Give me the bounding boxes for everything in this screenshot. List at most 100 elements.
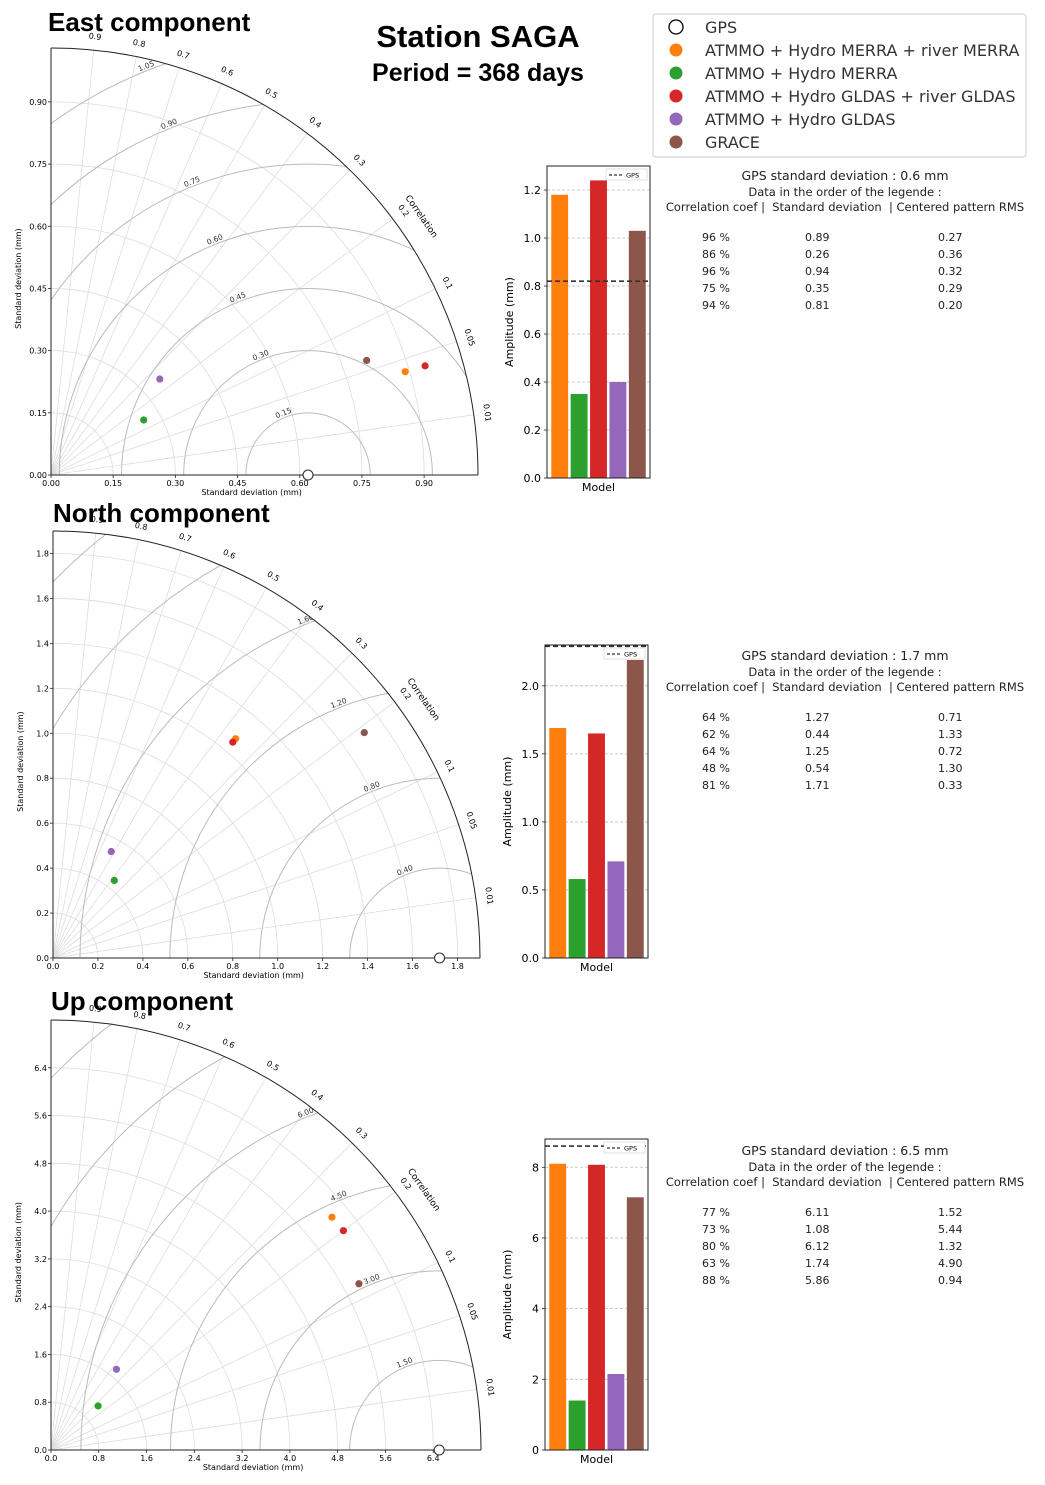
x-tick-label: 0.8 — [226, 962, 239, 971]
x-tick-label: 0.30 — [166, 479, 184, 488]
x-tick-label: 1.4 — [361, 962, 374, 971]
order-text: Data in the order of the legende : — [748, 1160, 942, 1174]
corr-tick-label: 0.01 — [481, 403, 492, 422]
amplitude-bar — [549, 728, 567, 958]
stats-std: 6.12 — [805, 1240, 830, 1253]
amplitude-bar — [588, 733, 605, 958]
rms-label: 2.00 — [263, 529, 282, 544]
bar-y-tick-label: 0.5 — [522, 884, 540, 897]
x-tick-label: 0.60 — [291, 479, 309, 488]
std-grid-arc — [52, 912, 99, 959]
taylor-point — [156, 375, 164, 383]
x-tick-label: 0.8 — [92, 1454, 105, 1463]
amplitude-bar — [568, 1400, 586, 1450]
std-grid-arc — [50, 101, 425, 476]
stats-table: 64 % 1.27 0.71 62 % 0.44 1.33 64 % 1.25 0.72 48 %… — [655, 711, 1035, 796]
stats-corr: 80 % — [702, 1240, 730, 1253]
corr-grid-line — [52, 588, 267, 959]
amplitude-bar — [570, 394, 588, 478]
bar-y-tick-label: 2.0 — [522, 680, 540, 693]
stats-row: 62 % 0.44 1.33 — [655, 728, 1035, 745]
stats-row: 81 % 1.71 0.33 — [655, 779, 1035, 796]
y-tick-label: 0.00 — [29, 471, 47, 480]
x-axis-label: Standard deviation (mm) — [203, 1463, 304, 1472]
x-tick-label: 0.00 — [42, 479, 60, 488]
std-grid-arc — [52, 822, 189, 959]
x-tick-label: 0.75 — [353, 479, 371, 488]
bar-legend — [605, 168, 648, 181]
corr-grid-line — [50, 1022, 95, 1451]
x-tick-label: 0.15 — [104, 479, 122, 488]
y-tick-label: 0.60 — [29, 222, 47, 231]
taylor-point — [363, 356, 371, 365]
gps-std-text: GPS standard deviation : 1.7 mm — [741, 648, 949, 663]
bar-legend — [603, 647, 646, 660]
legend: GPS ATMMO + Hydro MERRA + river MERRA ATMM… — [652, 13, 1027, 158]
corr-grid-line — [50, 105, 265, 476]
std-grid-arc — [50, 1115, 386, 1451]
gps-reference-marker — [302, 469, 314, 481]
bar-y-tick-label: 8 — [532, 1161, 539, 1174]
corr-grid-line — [50, 341, 457, 476]
rms-arc — [245, 412, 371, 475]
std-grid-arc — [50, 1354, 147, 1451]
taylor-point — [339, 1227, 347, 1235]
component-title: East component — [48, 7, 251, 37]
rms-arc — [58, 226, 478, 475]
y-tick-label: 0.4 — [36, 864, 49, 873]
stats-corr: 96 % — [702, 231, 730, 244]
order-text: Data in the order of the legende : — [748, 665, 942, 679]
y-tick-label: 0.45 — [29, 284, 47, 293]
corr-tick-label: 0.05 — [462, 328, 476, 348]
amplitude-bar — [607, 1374, 625, 1450]
corr-grid-line — [52, 550, 182, 959]
x-tick-label: 1.6 — [406, 962, 419, 971]
legend-marker — [669, 89, 683, 103]
std-grid-arc — [50, 1067, 434, 1451]
columns-header: Correlation coef | Standard deviation | … — [665, 680, 1025, 694]
stats-rms: 0.94 — [938, 1274, 963, 1287]
stats-rms: 5.44 — [938, 1223, 963, 1236]
taylor-point — [355, 1280, 363, 1288]
stats-rms: 0.27 — [938, 231, 963, 244]
y-tick-label: 0.90 — [29, 98, 47, 107]
x-tick-label: 1.0 — [271, 962, 284, 971]
stats-corr: 75 % — [702, 282, 730, 295]
corr-grid-line — [50, 67, 180, 476]
corr-tick-label: 0.7 — [178, 532, 193, 544]
bar-y-tick-label: 4 — [532, 1303, 539, 1316]
x-tick-label: 0.90 — [415, 479, 433, 488]
stats-std: 1.71 — [805, 779, 830, 792]
x-tick-label: 4.8 — [331, 1454, 344, 1463]
stats-row: 75 % 0.35 0.29 — [655, 282, 1035, 299]
taylor-point — [112, 1365, 121, 1373]
amplitude-bar — [588, 1164, 605, 1450]
corr-tick-label: 0.9 — [88, 32, 102, 42]
stats-corr: 88 % — [702, 1274, 730, 1287]
corr-tick-label: 0.8 — [132, 38, 146, 49]
stats-rms: 1.52 — [938, 1206, 963, 1219]
bar-y-tick-label: 0 — [532, 1444, 539, 1457]
stats-block: GPS standard deviation : 6.5 mm Data in t… — [655, 1143, 1035, 1291]
corr-tick-label: 0.6 — [220, 65, 235, 78]
corr-grid-line — [52, 897, 476, 959]
component-title: Up component — [51, 986, 233, 1016]
y-tick-label: 0.8 — [34, 1398, 47, 1407]
std-grid-arc — [52, 553, 458, 959]
x-tick-label: 3.2 — [236, 1454, 249, 1463]
legend-marker — [669, 135, 683, 149]
corr-tick-label: 0.1 — [443, 758, 457, 773]
stats-rms: 4.90 — [938, 1257, 963, 1270]
y-tick-label: 1.0 — [36, 729, 49, 738]
gps-reference-marker — [433, 952, 446, 964]
taylor-point — [360, 729, 368, 737]
y-tick-label: 0.75 — [29, 160, 47, 169]
bar-y-tick-label: 1.5 — [522, 748, 540, 761]
stats-row: 94 % 0.81 0.20 — [655, 299, 1035, 316]
stats-corr: 64 % — [702, 711, 730, 724]
rms-arc — [51, 163, 478, 475]
taylor-point — [94, 1402, 102, 1410]
corr-tick-label: 0.9 — [90, 515, 104, 525]
corr-grid-line — [50, 1077, 267, 1451]
